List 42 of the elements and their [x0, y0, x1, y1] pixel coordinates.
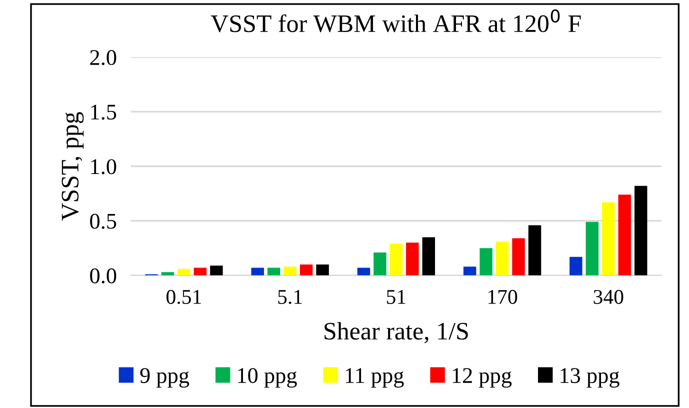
bar: [406, 242, 419, 276]
legend-label: 9 ppg: [140, 368, 190, 388]
bar: [284, 266, 296, 276]
bar: [480, 248, 492, 276]
bar: [161, 272, 174, 276]
legend-label: 12 ppg: [452, 368, 512, 388]
y-tick-label: 1.5: [91, 104, 116, 120]
x-tick-label: 0.51: [166, 290, 201, 304]
x-tick-label: 51: [386, 290, 406, 304]
bar: [634, 186, 648, 276]
bar: [316, 264, 329, 276]
bar: [251, 268, 264, 276]
bar: [210, 266, 223, 276]
x-tick-label: 5.1: [278, 290, 302, 304]
bar: [618, 194, 631, 276]
y-axis-title: VSST, ppg: [62, 112, 84, 221]
bar: [570, 256, 582, 276]
x-tick-label: 170: [488, 290, 518, 304]
bar: [178, 268, 190, 276]
bar: [267, 268, 280, 276]
y-tick-label: 0.0: [90, 268, 116, 284]
y-tick-label: 0.5: [90, 214, 116, 229]
bar: [374, 252, 386, 276]
chart-title: VSST for WBM with AFR at 120$^{0}$ F: [210, 9, 581, 32]
bar: [602, 202, 615, 276]
bar: [357, 268, 370, 276]
bar: [194, 268, 207, 276]
y-tick-label: 2.0: [90, 50, 116, 66]
y-tick-label: 1.0: [91, 159, 116, 174]
bar: [496, 242, 509, 276]
legend-label: 11 ppg: [346, 368, 404, 388]
bar: [512, 238, 525, 276]
bar: [528, 225, 542, 276]
bar: [422, 237, 436, 276]
bar: [300, 264, 313, 276]
bar: [463, 266, 476, 276]
legend-label: 10 ppg: [238, 368, 297, 388]
bar: [586, 222, 599, 276]
legend-label: 13 ppg: [560, 368, 620, 388]
bar: [390, 244, 403, 276]
x-tick-label: 340: [594, 290, 624, 304]
x-axis-title: Shear rate, 1/S: [324, 322, 468, 344]
